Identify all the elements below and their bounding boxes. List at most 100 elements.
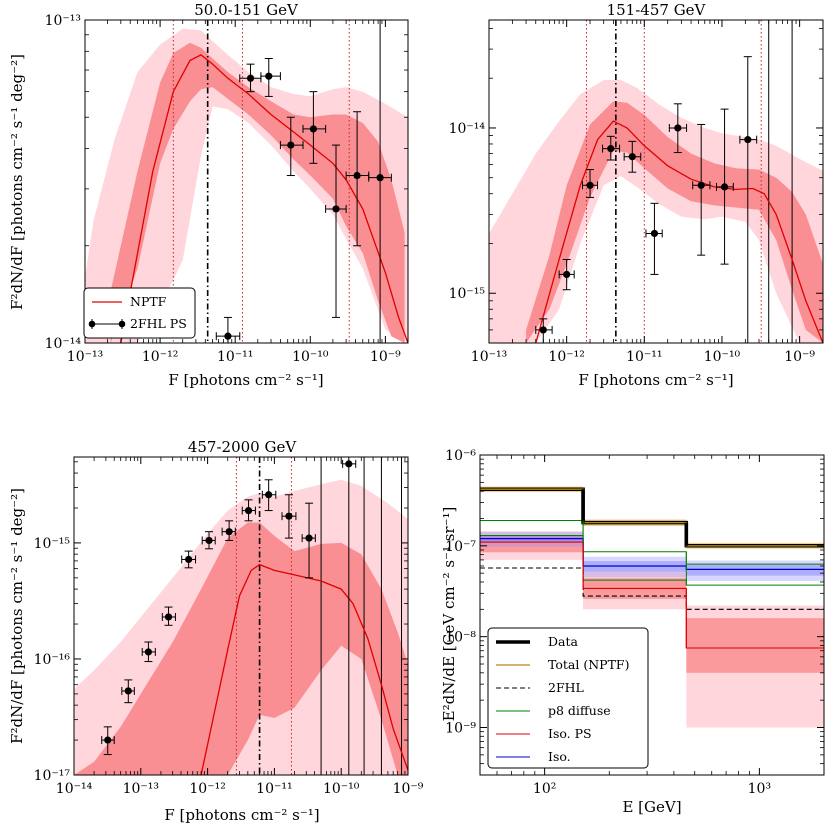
x-tick-label: 10⁻⁹ (393, 781, 424, 797)
p8-diffuse-line (480, 520, 824, 565)
panel-spectrum: 10² 10³ 10⁻⁹ 10⁻⁸ 10⁻⁷ 10⁻⁶ E [GeV] E²dN/dE [… (440, 448, 825, 816)
panel-457-2000-plot (74, 457, 408, 775)
panel-151-457-points (535, 56, 758, 343)
x-tick-label: 10⁻¹³ (67, 349, 103, 365)
nptf-95-band (489, 80, 823, 343)
x-tick-label: 10⁻⁹ (784, 349, 815, 365)
panel-151-457-xlabel: F [photons cm⁻² s⁻¹] (578, 371, 733, 389)
panel-151-457: 10⁻¹³ 10⁻¹² 10⁻¹¹ 10⁻¹⁰ 10⁻⁹ 10⁻¹⁵ 10⁻¹⁴ 151-4… (449, 1, 824, 389)
panel-spectrum-plot (480, 486, 824, 728)
y-tick-label: 10⁻¹⁴ (449, 121, 486, 137)
ps-data-point (141, 641, 156, 663)
ps-data-point (692, 123, 711, 256)
x-tick-label: 10⁻¹⁰ (323, 781, 360, 797)
x-tick-label: 10² (533, 781, 556, 797)
ps-marker (563, 270, 571, 279)
ps-data-point (668, 103, 688, 154)
panel-spectrum-legend: Data Total (NPTF) 2FHL p8 diffuse Iso. P… (487, 627, 649, 769)
y-tick-label: 10⁻⁸ (445, 630, 476, 646)
panel-151-457-title: 151-457 GeV (607, 1, 707, 19)
ps-marker (628, 153, 636, 161)
legend-iso-label: Iso. (548, 749, 571, 764)
panel-spectrum-legend-box (487, 627, 649, 769)
nptf-68-band (74, 522, 408, 775)
panel-50-151-bands (85, 28, 408, 343)
legend-2fhl-ps-swatch (88, 319, 126, 329)
x-tick-label: 10⁻¹² (548, 349, 584, 365)
ps-data-point (645, 202, 663, 275)
x-tick-label: 10⁻¹¹ (626, 349, 662, 365)
iso-68-band (686, 564, 824, 576)
ps-data-point (715, 108, 734, 265)
total-nptf-line (480, 488, 824, 547)
legend-2fhl-label: 2FHL (548, 680, 584, 695)
panel-457-2000-ticks: 10⁻¹⁴ 10⁻¹³ 10⁻¹² 10⁻¹¹ 10⁻¹⁰ 10⁻⁹ 10⁻¹⁷ 10⁻¹⁶ 1… (34, 457, 424, 797)
y-tick-label: 10⁻¹⁵ (449, 286, 486, 302)
ps-marker (285, 512, 293, 520)
x-tick-label: 10⁻¹² (142, 349, 178, 365)
ps-data-point (221, 520, 236, 541)
ps-marker (607, 145, 615, 153)
x-tick-label: 10⁻¹¹ (256, 781, 292, 797)
y-tick-label: 10⁻⁶ (445, 448, 476, 464)
ps-marker (185, 555, 193, 564)
ps-marker (650, 229, 659, 238)
ps-marker (332, 205, 340, 213)
ps-data-point (368, 20, 392, 343)
ps-data-point (279, 116, 304, 177)
y-tick-label: 10⁻⁹ (445, 721, 476, 737)
panel-50-151-points (215, 20, 392, 343)
panel-151-457-vlines (585, 20, 793, 343)
ps-data-point (535, 318, 553, 343)
y-tick-label: 10⁻⁷ (445, 539, 476, 555)
nptf-68-band (110, 42, 405, 343)
x-tick-label: 10⁻¹⁴ (56, 781, 93, 797)
legend-total-label: Total (NPTF) (548, 657, 629, 672)
panel-spectrum-ticks: 10² 10³ 10⁻⁹ 10⁻⁸ 10⁻⁷ 10⁻⁶ (445, 448, 824, 797)
ps-marker (305, 534, 313, 542)
x-tick-label: 10⁻¹⁰ (704, 349, 741, 365)
ps-marker (224, 332, 232, 340)
ps-marker (674, 124, 682, 132)
ps-marker (376, 174, 384, 182)
ps-marker (265, 72, 273, 80)
panel-spectrum-ylabel: E²dN/dE [GeV cm⁻² s⁻¹ sr⁻¹] (440, 507, 458, 722)
panel-50-151-ylabel: F²dN/dF [photons cm⁻² s⁻¹ deg⁻²] (8, 54, 26, 310)
panel-spectrum-xlabel: E [GeV] (622, 798, 681, 816)
ps-marker (244, 506, 253, 515)
ps-marker (104, 736, 112, 744)
ps-marker (225, 528, 233, 536)
y-tick-label: 10⁻¹⁴ (45, 336, 82, 352)
x-tick-label: 10⁻¹² (189, 781, 225, 797)
ps-marker (539, 326, 547, 334)
panel-151-457-bands (489, 80, 823, 343)
ps-data-point (261, 479, 277, 512)
panel-457-2000-points (101, 457, 357, 775)
panel-50-151-legend: NPTF 2FHL PS (83, 287, 196, 339)
ps-data-point (181, 550, 197, 569)
ps-marker (246, 74, 255, 82)
ps-data-point (161, 606, 176, 626)
ps-marker (144, 648, 153, 656)
legend-nptf-label: NPTF (130, 294, 167, 309)
ps-marker (265, 491, 273, 499)
x-tick-label: 10⁻¹³ (471, 349, 507, 365)
panel-50-151-legend-box (83, 287, 196, 339)
legend-iso-ps-label: Iso. PS (548, 726, 592, 741)
y-tick-label: 10⁻¹⁷ (34, 768, 71, 784)
ps-marker (309, 125, 318, 133)
panel-spectrum-frame (479, 454, 825, 776)
ps-marker (287, 141, 295, 149)
ps-data-point (602, 135, 621, 161)
ps-marker (124, 687, 132, 695)
legend-2fhl-ps-label: 2FHL PS (130, 316, 187, 331)
ps-marker (586, 181, 594, 189)
iso-ps-line (480, 541, 824, 649)
panel-151-457-frame (488, 19, 824, 344)
ps-data-point (739, 56, 758, 343)
panel-151-457-plot (489, 20, 823, 343)
ps-data-point (121, 679, 135, 704)
p8-diffuse-lower-line (480, 535, 824, 586)
